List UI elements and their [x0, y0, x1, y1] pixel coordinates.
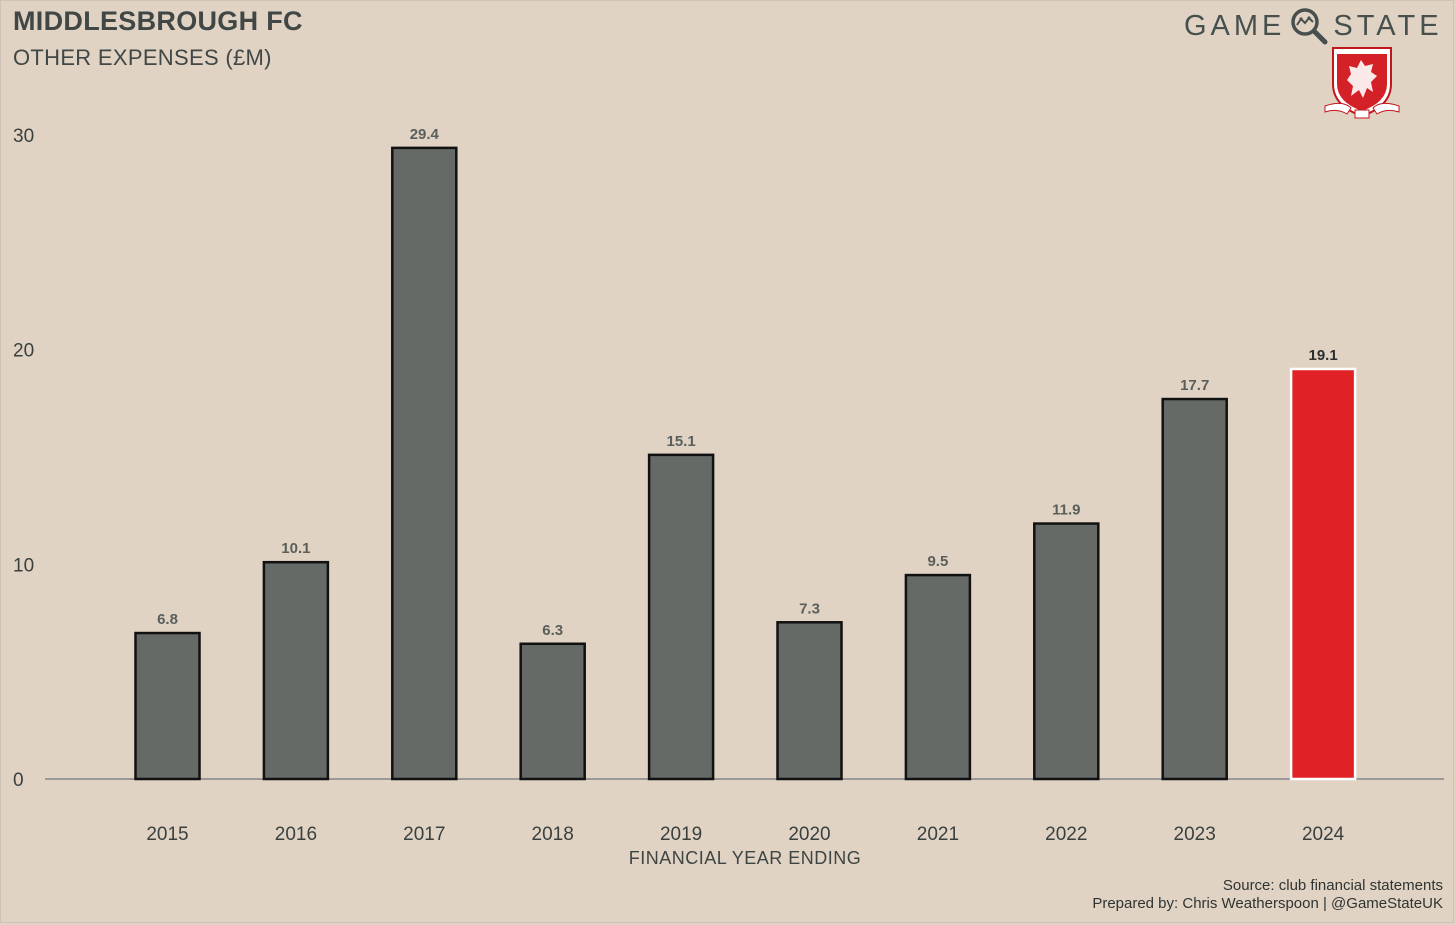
prepared-by-text: Prepared by: Chris Weatherspoon | @GameS… [1092, 895, 1443, 912]
bar-2024 [1289, 367, 1357, 781]
value-label-2017: 29.4 [410, 126, 440, 143]
y-tick-label: 0 [13, 770, 24, 791]
x-tick-label: 2021 [917, 824, 959, 845]
bar-2016 [262, 560, 330, 781]
x-tick-label: 2023 [1174, 824, 1216, 845]
value-label-2020: 7.3 [799, 600, 820, 617]
value-label-2018: 6.3 [542, 622, 563, 639]
y-tick-label: 10 [13, 555, 34, 576]
game-state-logo: GAME STATE [1184, 6, 1443, 46]
value-label-2015: 6.8 [157, 611, 178, 628]
x-tick-label: 2018 [532, 824, 574, 845]
bar-2023 [1161, 397, 1228, 781]
x-tick-label: 2022 [1045, 824, 1087, 845]
value-label-2016: 10.1 [281, 540, 310, 557]
value-label-2023: 17.7 [1180, 377, 1209, 394]
value-label-2021: 9.5 [927, 553, 948, 570]
y-tick-label: 30 [13, 126, 34, 147]
bar-2019 [647, 453, 715, 781]
bar-2018 [519, 642, 586, 781]
value-label-2024: 19.1 [1308, 347, 1337, 364]
brand-word-left: GAME [1184, 9, 1286, 42]
x-tick-label: 2016 [275, 824, 317, 845]
bar-2021 [904, 573, 972, 781]
magnifier-icon [1291, 8, 1328, 45]
bar-series [134, 146, 1357, 781]
brand-word-right: STATE [1333, 9, 1443, 42]
bar-2017 [391, 146, 458, 781]
value-label-2022: 11.9 [1052, 502, 1080, 519]
x-tick-label: 2015 [146, 824, 188, 845]
bar-2020 [776, 621, 843, 781]
source-text: Source: club financial statements [1222, 877, 1443, 894]
x-tick-label: 2020 [788, 824, 830, 845]
source-note: Source: club financial statements Prepar… [1092, 877, 1443, 913]
value-label-2019: 15.1 [666, 433, 695, 450]
bar-2015 [134, 631, 201, 781]
y-axis: 0 10 20 30 [13, 126, 1444, 791]
value-labels: 6.8 10.1 29.4 6.3 15.1 7.3 9.5 11.9 17.7 19.1 [157, 126, 1338, 639]
chart-subtitle: OTHER EXPENSES (£M) [13, 45, 272, 70]
x-axis-title: FINANCIAL YEAR ENDING [629, 848, 862, 868]
chart-title: MIDDLESBROUGH FC [13, 6, 303, 36]
x-axis: 2015 2016 2017 2018 2019 2020 2021 2022 2023 2024 [146, 824, 1344, 845]
bar-2022 [1033, 522, 1100, 781]
x-tick-label: 2017 [403, 824, 445, 845]
x-tick-label: 2024 [1302, 824, 1345, 845]
y-tick-label: 20 [13, 341, 34, 362]
x-tick-label: 2019 [660, 824, 702, 845]
club-crest-icon [1324, 47, 1400, 119]
